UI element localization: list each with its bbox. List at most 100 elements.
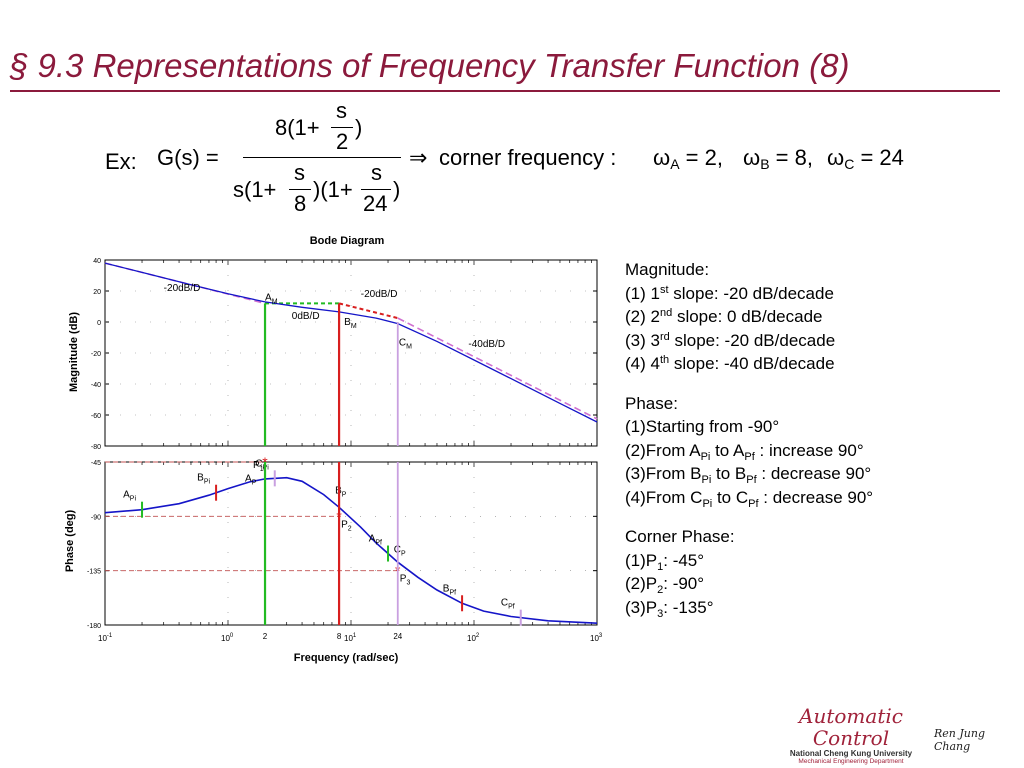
- x-axis-label: Frequency (rad/sec): [294, 652, 399, 664]
- note-ordinal: st: [659, 283, 669, 296]
- phase-axes-box: [104, 461, 598, 626]
- x-extra-tick-label: 8: [337, 632, 342, 641]
- automatic-control-logo: Automatic Control National Cheng Kung Un…: [766, 705, 936, 766]
- note-part: : -45°: [663, 550, 705, 570]
- phase-tick-label: -135: [87, 569, 101, 576]
- note-text: slope: -20 dB/decade: [669, 330, 836, 350]
- x-tick-label: 102: [467, 633, 480, 643]
- note-ordinal: th: [659, 354, 670, 366]
- note-text: slope: 0 dB/decade: [672, 307, 823, 326]
- asymptote-segment-4: [397, 317, 598, 420]
- corner-point-label-sub: 2: [348, 525, 352, 532]
- magnitude-annotation: AM: [265, 292, 278, 305]
- author-signature: Ren Jung Chang: [934, 727, 985, 753]
- phase-marker-label-sub: Pi: [204, 479, 211, 486]
- note-subscript: 2: [657, 584, 664, 596]
- denominator-right: ): [393, 177, 401, 202]
- phase-marker-label-main: A: [369, 534, 376, 545]
- magnitude-annotation: CM: [399, 337, 412, 350]
- denominator-frac2-top: s: [371, 160, 382, 185]
- phase-note-2: (2)From APi to APf : increase 90°: [625, 439, 1015, 463]
- corner-point-label: P2: [341, 519, 352, 532]
- chart-title: Bode Diagram: [310, 235, 385, 247]
- note-part: to A: [710, 440, 745, 460]
- note-text: slope: -20 dB/decade: [668, 283, 834, 303]
- magnitude-curve: [104, 262, 598, 423]
- numerator-right: ): [355, 115, 363, 140]
- formula-lhs: G(s) =: [157, 145, 219, 170]
- note-subscript: Pf: [748, 497, 759, 510]
- note-number: (1) 1: [625, 283, 660, 303]
- corner-point-label-main: P: [400, 574, 407, 585]
- x-extra-tick-label: 24: [393, 632, 402, 641]
- x-tick-base: 10: [590, 634, 599, 643]
- note-part: (1)P: [625, 550, 658, 570]
- note-number: (3) 3: [625, 330, 660, 350]
- note-number: (2) 2: [625, 307, 660, 326]
- note-text: slope: -40 dB/decade: [669, 354, 835, 373]
- transfer-function-formula: Ex: G(s) = 8(1+ s 2 ) s(1+ s 8 )(1+ s 24…: [105, 98, 925, 225]
- note-part: (2)From A: [625, 440, 701, 460]
- magnitude-annotation-main: -20dB/D: [361, 289, 398, 300]
- x-tick-exponent: 1: [353, 633, 357, 639]
- omega-c-symbol: ω: [827, 145, 845, 170]
- logo-script-text: Automatic Control: [799, 704, 903, 750]
- numerator-frac-bar: [331, 127, 353, 128]
- magnitude-tick-label: -40: [91, 382, 101, 389]
- logo-university: National Cheng Kung University: [789, 749, 913, 758]
- phase-marker-label-main: B: [443, 583, 450, 594]
- omega-a-subscript: A: [670, 156, 680, 172]
- x-extra-tick-label: 2: [263, 632, 268, 641]
- note-part: (3)P: [625, 597, 658, 617]
- note-part: (3)From B: [625, 464, 702, 483]
- corner-phase-2: (2)P2: -90°: [625, 572, 1015, 596]
- magnitude-annotation-main: A: [265, 292, 272, 303]
- phase-tick-label: -180: [87, 623, 101, 630]
- omega-a-symbol: ω: [653, 145, 671, 170]
- omega-b-value: = 8,: [775, 145, 813, 170]
- corner-phase-1: (1)P1: -45°: [625, 549, 1015, 573]
- magnitude-annotation-sub: M: [272, 298, 278, 305]
- note-part: to C: [712, 487, 749, 507]
- corner-point-label-sub: 3: [406, 580, 410, 587]
- phase-marker-label: APi: [123, 490, 136, 503]
- omega-a: ωA = 2,: [653, 145, 723, 172]
- note-part: : -90°: [663, 574, 705, 593]
- main-fraction-bar: [243, 157, 401, 158]
- denominator-frac2-bar: [361, 189, 391, 190]
- omega-b-symbol: ω: [743, 145, 761, 170]
- magnitude-annotation: -20dB/D: [361, 289, 398, 300]
- phase-marker-label: BPi: [197, 473, 210, 486]
- corner-point-label: P3: [400, 574, 411, 587]
- note-subscript: Pi: [700, 450, 711, 463]
- phase-note-4: (4)From CPi to CPf : decrease 90°: [625, 486, 1015, 510]
- omega-b: ωB = 8,: [743, 145, 813, 172]
- corner-phase-title: Corner Phase:: [625, 527, 735, 546]
- phase-marker-label-sub: Pf: [449, 589, 456, 596]
- magnitude-tick-label: -80: [91, 444, 101, 451]
- x-tick-label: 10-1: [98, 633, 113, 643]
- x-tick-label: 101: [344, 633, 357, 643]
- note-part: to B: [711, 464, 747, 483]
- omega-c-value: = 24: [860, 145, 904, 170]
- x-tick-exponent: 3: [599, 633, 603, 639]
- magnitude-annotation-main: C: [399, 337, 406, 348]
- denominator-frac1-bar: [289, 189, 311, 190]
- note-ordinal: rd: [659, 330, 670, 343]
- corner-point-label: P1: [253, 460, 264, 473]
- note-number: (4) 4: [625, 354, 660, 373]
- magnitude-tick-label: 40: [93, 258, 101, 265]
- spacer: [625, 376, 1015, 392]
- phase-marker-label-main: C: [501, 598, 508, 609]
- corner-point-label-main: P: [341, 519, 348, 530]
- x-tick-exponent: -1: [107, 633, 113, 639]
- phase-marker-label-sub: Pf: [508, 604, 515, 611]
- magnitude-note-3: (3) 3rd slope: -20 dB/decade: [625, 329, 1015, 353]
- note-part: (2)P: [625, 574, 658, 593]
- note-ordinal: nd: [659, 307, 673, 319]
- magnitude-annotation: -40dB/D: [468, 339, 505, 350]
- x-tick-base: 10: [221, 634, 230, 643]
- x-tick-base: 10: [344, 634, 353, 643]
- note-subscript: 1: [657, 560, 664, 573]
